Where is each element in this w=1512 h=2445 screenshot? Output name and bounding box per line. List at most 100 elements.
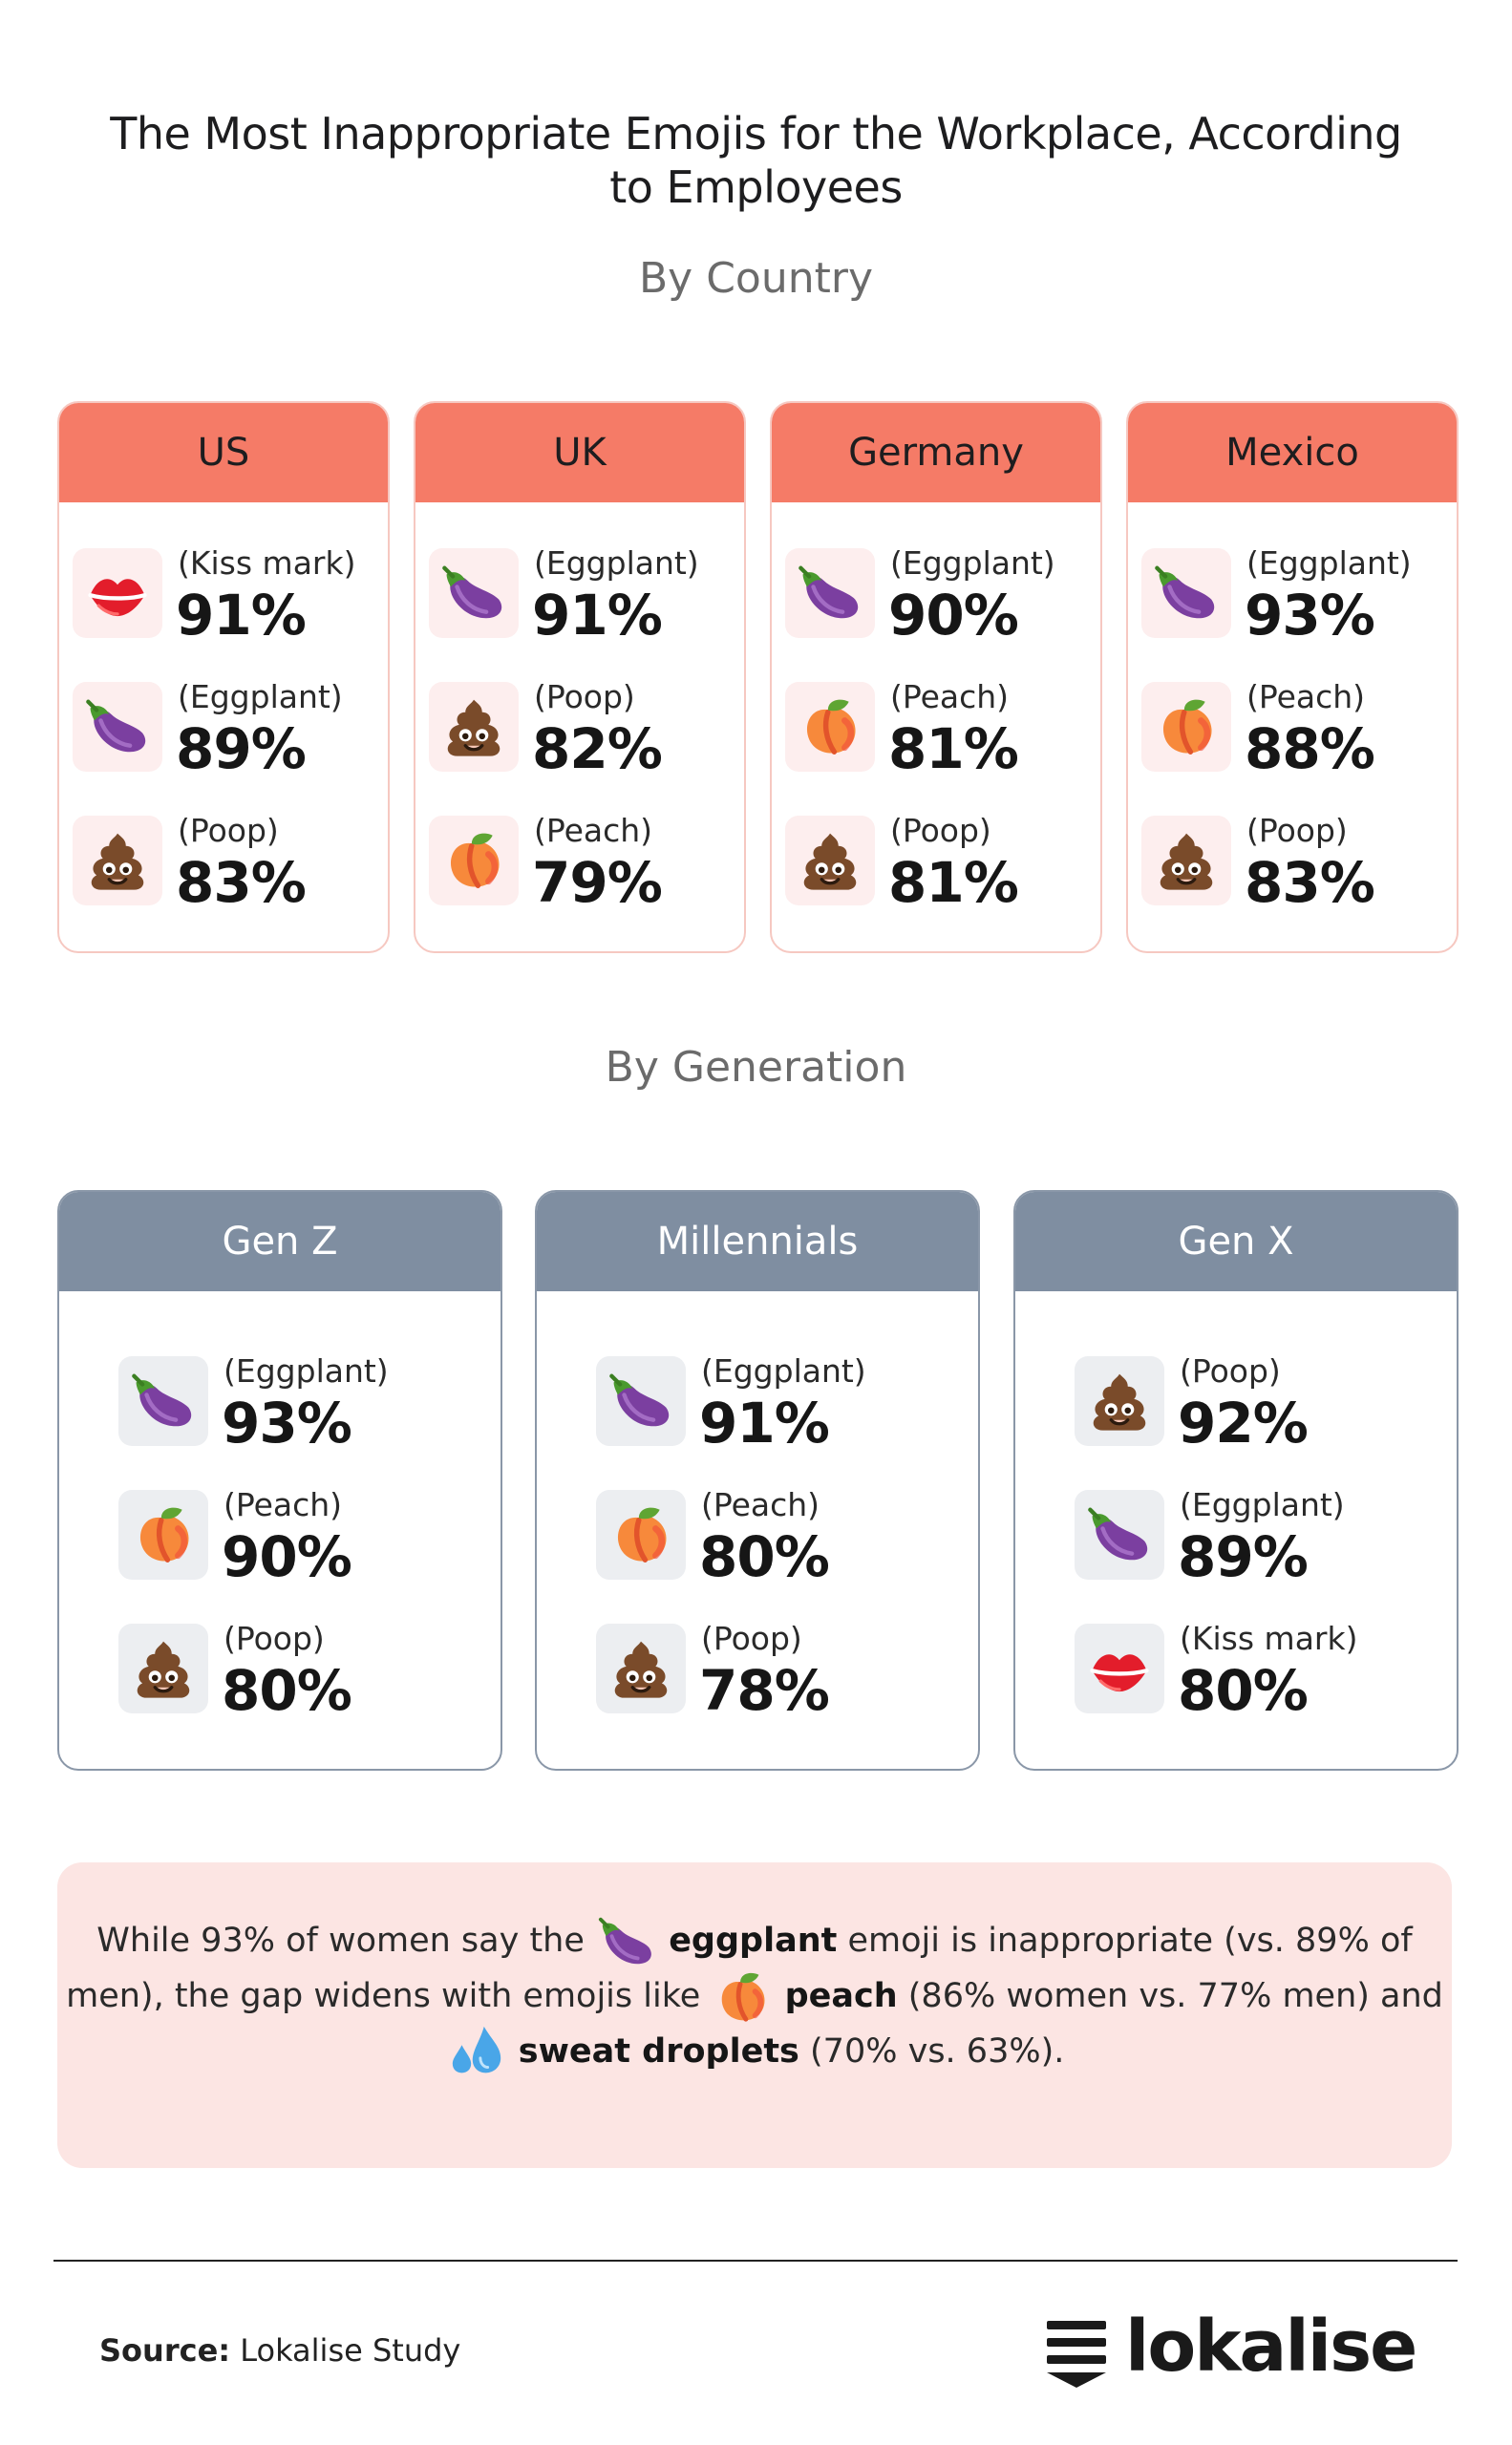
note-text: emoji is inappropriate (vs. 89% of: [847, 1922, 1413, 1960]
emoji-stat-row: (Eggplant) 90%: [785, 544, 1095, 648]
emoji-stat-row: (Poop) 78%: [596, 1620, 972, 1723]
emoji-tile: [1075, 1624, 1164, 1713]
kiss-mark-icon: [84, 560, 151, 627]
emoji-label: (Peach): [1246, 678, 1366, 715]
emoji-stat-row: (Poop) 83%: [73, 812, 382, 915]
emoji-stat-row: (Peach) 79%: [429, 812, 738, 915]
card-header: Germany: [772, 403, 1100, 502]
note-bold-peach: peach: [784, 1977, 898, 2015]
emoji-percentage: 81%: [888, 716, 1019, 781]
emoji-tile: [73, 682, 162, 772]
eggplant-icon: [440, 560, 507, 627]
emoji-tile: [596, 1624, 686, 1713]
by-generation-heading: By Generation: [605, 1043, 907, 1092]
emoji-label: (Eggplant): [890, 544, 1055, 582]
emoji-percentage: 89%: [176, 716, 307, 781]
card-header: Gen Z: [59, 1192, 500, 1291]
country-card-germany: Germany (Eggplant) 90% (Peach) 81% (Poop) 81%: [770, 401, 1102, 953]
emoji-percentage: 82%: [532, 716, 663, 781]
emoji-label: (Eggplant): [1180, 1486, 1345, 1523]
emoji-label: (Poop): [534, 678, 635, 715]
card-header: Mexico: [1128, 403, 1457, 502]
poop-icon: [130, 1635, 197, 1702]
emoji-tile: [785, 816, 875, 905]
country-card-uk: UK (Eggplant) 91% (Poop) 82% (Peach) 79%: [414, 401, 746, 953]
emoji-label: (Kiss mark): [178, 544, 356, 582]
emoji-stat-row: (Eggplant) 93%: [1141, 544, 1451, 648]
emoji-stat-row: (Eggplant) 91%: [429, 544, 738, 648]
country-card-us: US (Kiss mark) 91% (Eggplant) 89% (Poop) 83%: [57, 401, 390, 953]
emoji-percentage: 91%: [176, 583, 307, 648]
emoji-tile: [1075, 1356, 1164, 1446]
emoji-tile: [118, 1490, 208, 1580]
emoji-percentage: 90%: [222, 1524, 352, 1589]
emoji-tile: [785, 548, 875, 638]
emoji-tile: [429, 548, 519, 638]
emoji-label: (Peach): [534, 812, 653, 849]
peach-icon: [711, 1967, 774, 2027]
emoji-label: (Eggplant): [178, 678, 343, 715]
eggplant-icon: [797, 560, 863, 627]
page-title: The Most Inappropriate Emojis for the Wo…: [96, 107, 1416, 214]
title-line-1: The Most Inappropriate Emojis for the Wo…: [110, 108, 1402, 159]
emoji-percentage: 93%: [222, 1391, 352, 1456]
peach-icon: [607, 1501, 674, 1568]
poop-icon: [797, 827, 863, 894]
eggplant-icon: [607, 1368, 674, 1435]
source-line: Source: Lokalise Study: [99, 2332, 460, 2369]
emoji-stat-row: (Poop) 82%: [429, 678, 738, 781]
note-text: (86% women vs. 77% men) and: [907, 1977, 1443, 2015]
emoji-label: (Poop): [178, 812, 279, 849]
emoji-tile: [596, 1356, 686, 1446]
emoji-label: (Peach): [224, 1486, 343, 1523]
emoji-stat-row: (Poop) 81%: [785, 812, 1095, 915]
emoji-tile: [1141, 682, 1231, 772]
emoji-percentage: 80%: [699, 1524, 830, 1589]
poop-icon: [607, 1635, 674, 1702]
emoji-percentage: 83%: [1245, 850, 1375, 915]
emoji-label: (Poop): [890, 812, 991, 849]
footer-divider: [53, 2260, 1458, 2262]
emoji-percentage: 91%: [532, 583, 663, 648]
emoji-label: (Eggplant): [1246, 544, 1412, 582]
poop-icon: [440, 693, 507, 760]
country-card-mexico: Mexico (Eggplant) 93% (Peach) 88% (Poop) 83%: [1126, 401, 1459, 953]
emoji-label: (Eggplant): [224, 1352, 389, 1390]
emoji-stat-row: (Eggplant) 89%: [1075, 1486, 1451, 1589]
emoji-tile: [1141, 816, 1231, 905]
emoji-percentage: 83%: [176, 850, 307, 915]
kiss-mark-icon: [1086, 1635, 1153, 1702]
emoji-tile: [118, 1356, 208, 1446]
poop-icon: [1153, 827, 1220, 894]
peach-icon: [440, 827, 507, 894]
emoji-label: (Poop): [1246, 812, 1348, 849]
emoji-label: (Eggplant): [701, 1352, 866, 1390]
note-text: While 93% of women say the: [96, 1922, 585, 1960]
emoji-percentage: 92%: [1178, 1391, 1309, 1456]
note-bold-eggplant: eggplant: [669, 1922, 838, 1960]
eggplant-icon: [595, 1912, 658, 1971]
note-line-2: men), the gap widens with emojis like pe…: [57, 1967, 1452, 2027]
emoji-percentage: 90%: [888, 583, 1019, 648]
by-country-heading: By Country: [638, 254, 873, 303]
card-header: US: [59, 403, 388, 502]
emoji-tile: [73, 548, 162, 638]
emoji-label: (Poop): [701, 1620, 802, 1657]
emoji-percentage: 79%: [532, 850, 663, 915]
emoji-stat-row: (Kiss mark) 91%: [73, 544, 382, 648]
emoji-stat-row: (Peach) 88%: [1141, 678, 1451, 781]
title-line-2: to Employees: [609, 161, 903, 213]
peach-icon: [797, 693, 863, 760]
emoji-stat-row: (Peach) 81%: [785, 678, 1095, 781]
emoji-tile: [429, 682, 519, 772]
emoji-tile: [596, 1490, 686, 1580]
emoji-percentage: 81%: [888, 850, 1019, 915]
emoji-label: (Kiss mark): [1180, 1620, 1358, 1657]
emoji-tile: [118, 1624, 208, 1713]
eggplant-icon: [84, 693, 151, 760]
source-text: Lokalise Study: [240, 2332, 461, 2369]
emoji-stat-row: (Peach) 80%: [596, 1486, 972, 1589]
eggplant-icon: [1153, 560, 1220, 627]
emoji-tile: [1075, 1490, 1164, 1580]
note-text: (70% vs. 63%).: [810, 2032, 1065, 2071]
